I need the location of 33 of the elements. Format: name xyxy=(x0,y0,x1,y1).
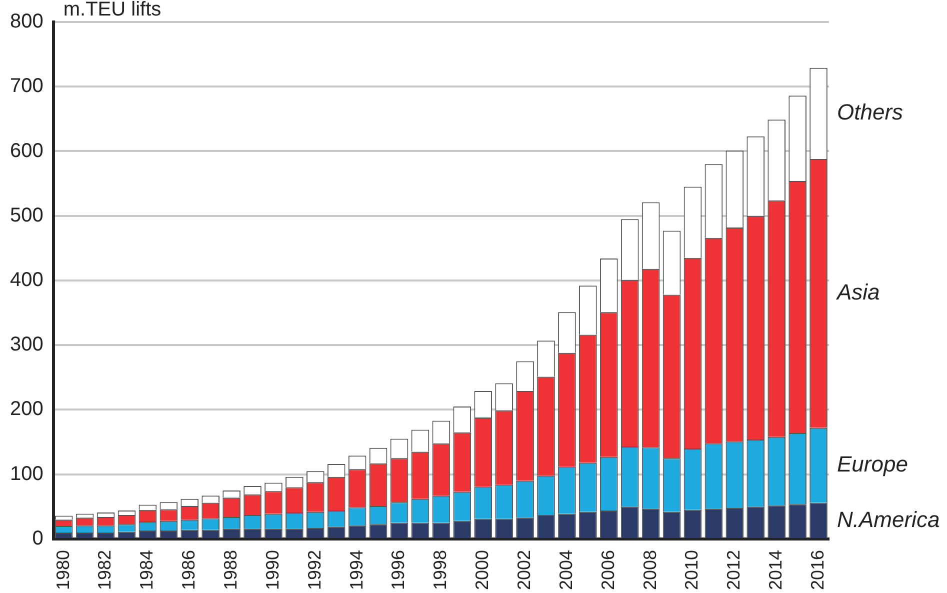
x-tick-label: 2012 xyxy=(724,550,744,590)
x-tick-label: 1998 xyxy=(430,550,450,590)
y-tick-label: 600 xyxy=(10,140,44,162)
x-tick-label: 2006 xyxy=(598,550,618,590)
x-tick-label: 1982 xyxy=(94,550,115,590)
y-tick-label: 700 xyxy=(10,75,44,98)
x-tick-label: 1992 xyxy=(304,550,324,590)
x-tick-label: 2014 xyxy=(766,550,786,590)
y-tick-label: 200 xyxy=(10,398,44,420)
x-tick-label: 2004 xyxy=(556,550,576,590)
x-tick-label: 2010 xyxy=(682,550,702,590)
x-tick-label: 1990 xyxy=(262,550,282,590)
y-tick-label: 300 xyxy=(10,334,44,356)
x-tick-label: 1984 xyxy=(136,550,157,590)
x-tick-label: 1986 xyxy=(178,550,199,590)
x-tick-label: 1980 xyxy=(52,550,73,590)
x-tick-label: 2008 xyxy=(640,550,660,590)
y-tick-label: 100 xyxy=(10,462,44,485)
y-tick-label: 400 xyxy=(10,268,44,291)
y-tick-label: 800 xyxy=(10,10,44,33)
series-label: N.America xyxy=(837,506,940,532)
x-tick-label: 2016 xyxy=(807,550,828,590)
x-tick-label: 1988 xyxy=(220,550,241,590)
x-tick-label: 1996 xyxy=(388,550,408,590)
series-label: Others xyxy=(837,100,904,125)
y-tick-label: 0 xyxy=(32,527,44,550)
x-tick-label: 1994 xyxy=(346,550,366,590)
series-label: Asia xyxy=(835,280,880,305)
series-label: Europe xyxy=(837,451,908,476)
y-tick-label: 500 xyxy=(10,204,44,226)
y-axis-title: m.TEU lifts xyxy=(63,0,162,21)
x-tick-label: 2002 xyxy=(514,550,534,590)
x-tick-label: 2000 xyxy=(472,550,492,590)
